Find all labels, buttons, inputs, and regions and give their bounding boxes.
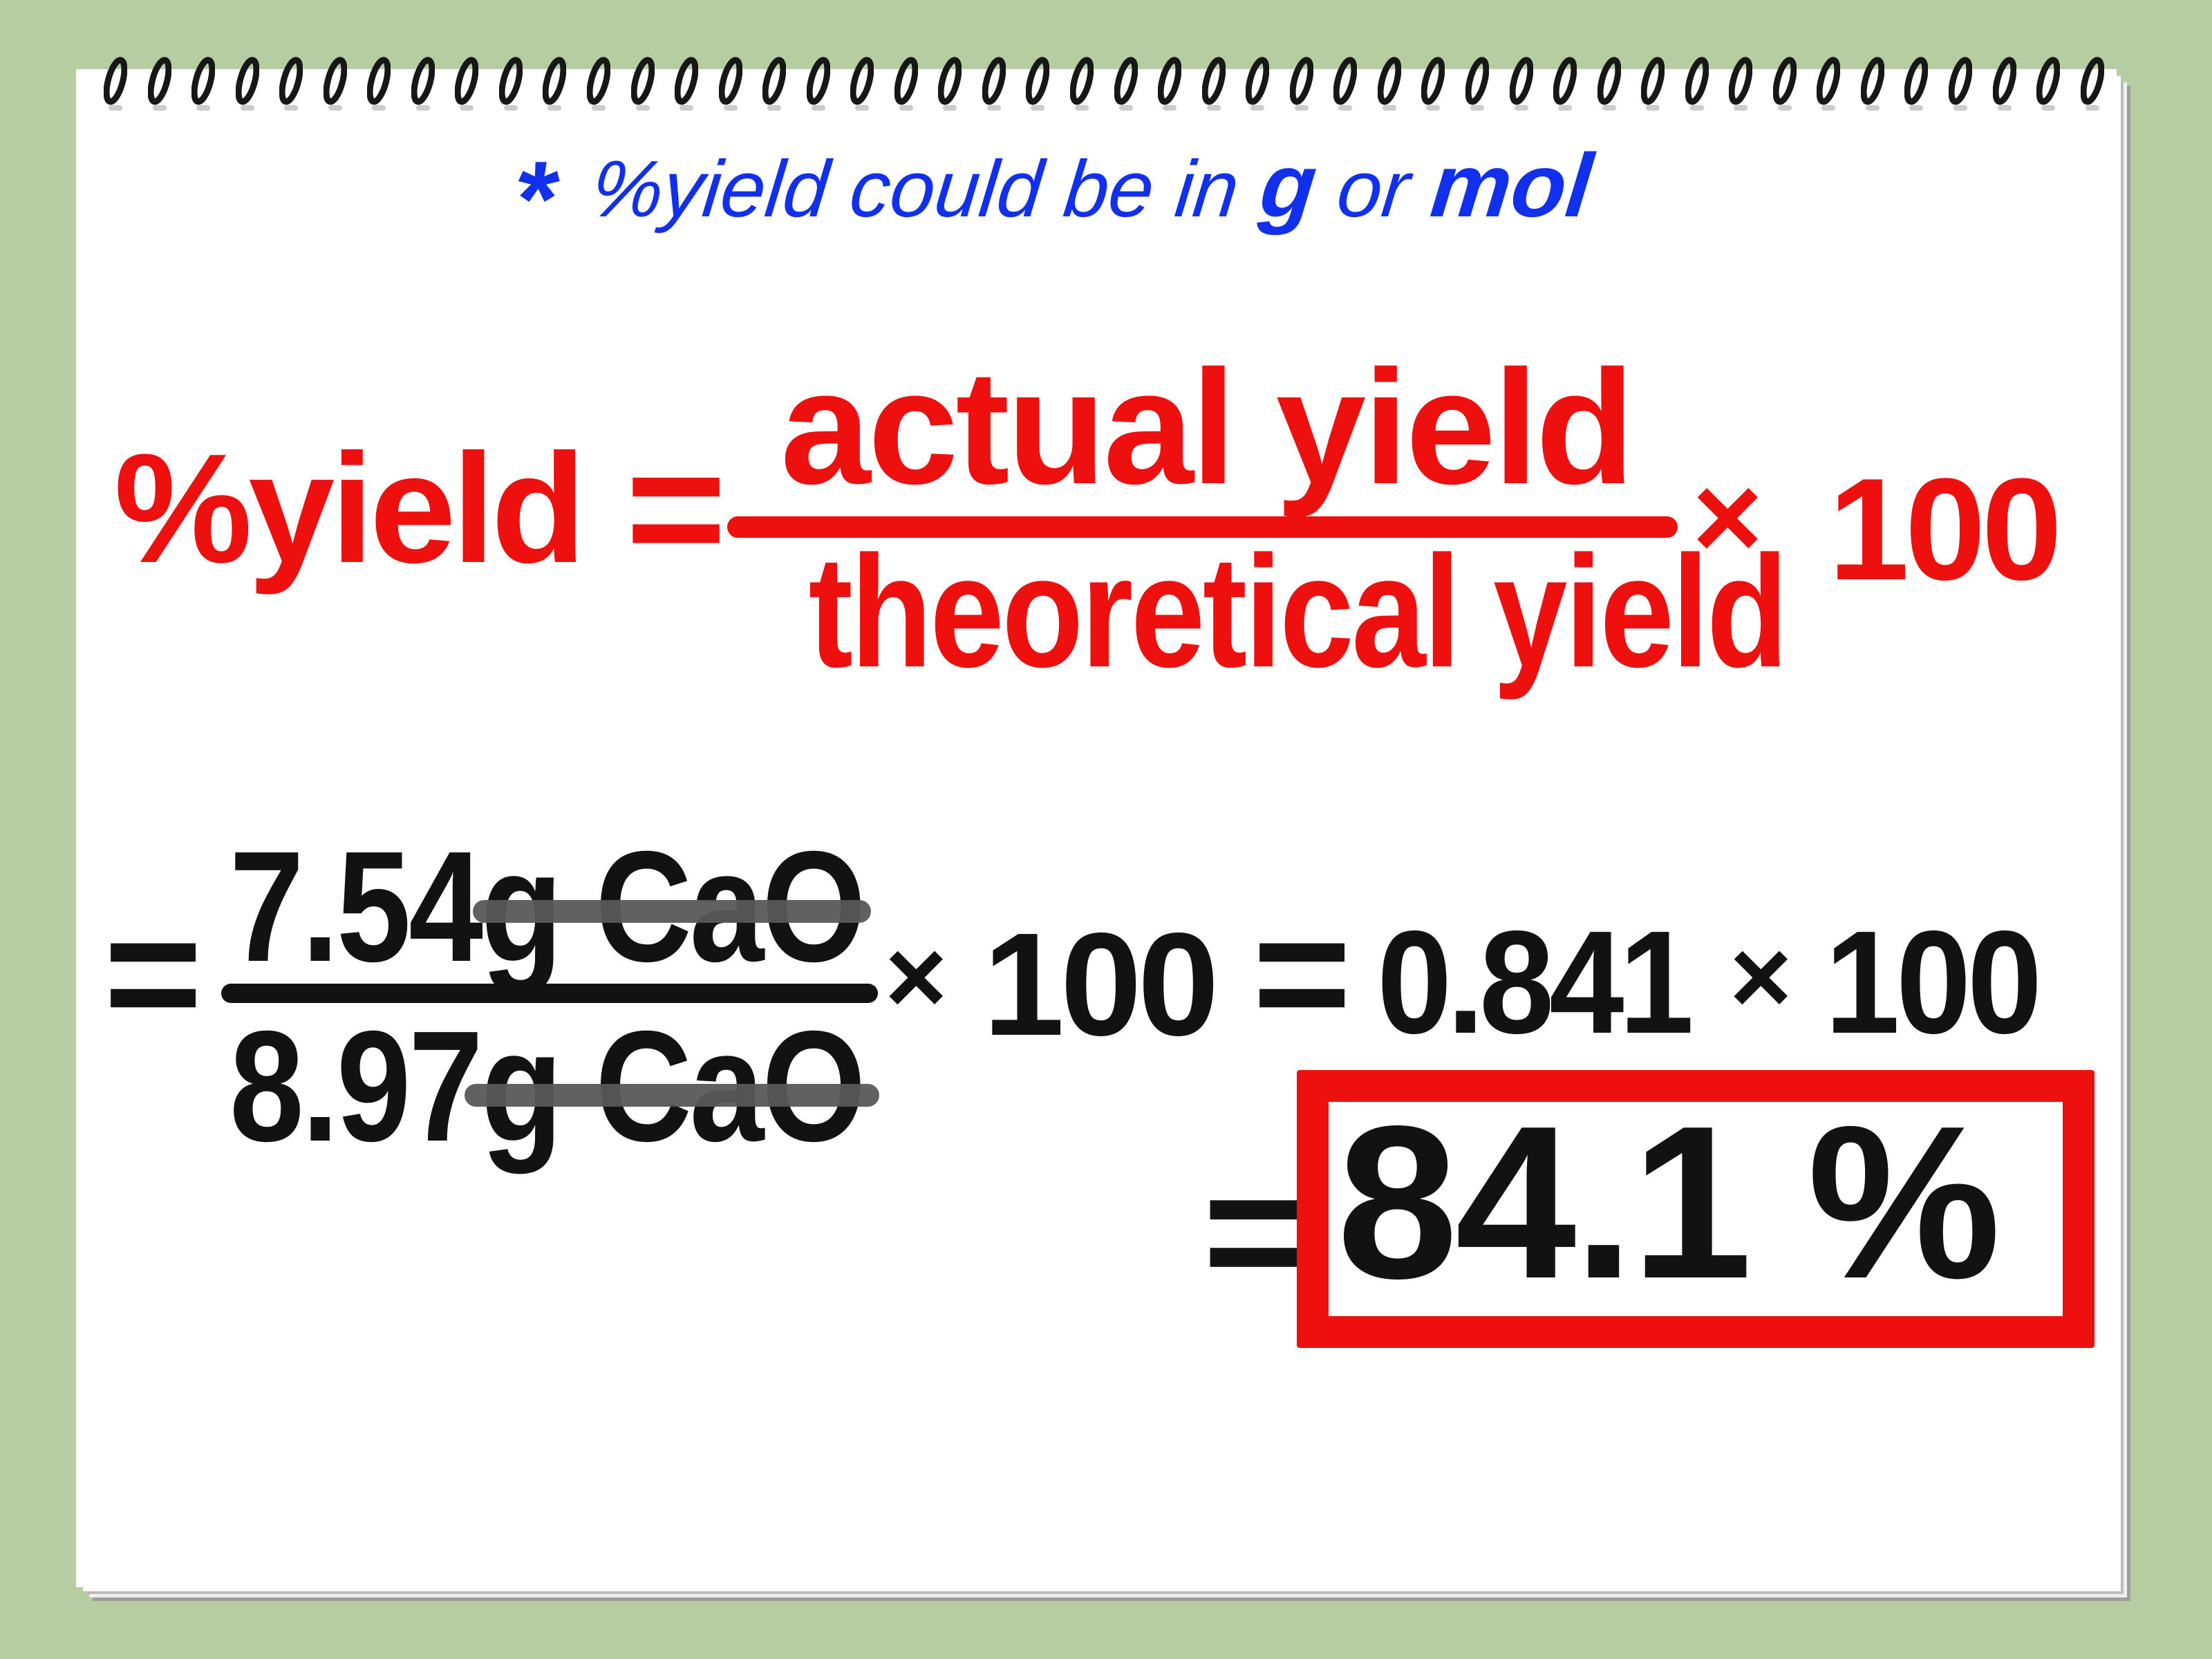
spiral-ring-icon [104, 57, 127, 111]
spiral-ring-icon [894, 57, 918, 111]
formula-fraction-bar [727, 516, 1678, 538]
spiral-ring-icon [806, 57, 830, 111]
spiral-ring-icon [1553, 57, 1577, 111]
spiral-ring-icon [1817, 57, 1841, 111]
spiral-ring-icon [1026, 57, 1050, 111]
formula-numerator: actual yield [780, 336, 1635, 518]
spiral-ring-icon [630, 57, 655, 111]
formula-denominator: theoretical yield [808, 523, 1788, 700]
spiral-ring-icon [587, 57, 611, 111]
spiral-ring-icon [498, 57, 523, 111]
spiral-ring-icon [1201, 57, 1226, 111]
step1-factor-100: 100 [983, 902, 1219, 1066]
spiral-ring-icon [455, 57, 479, 111]
step1-numerator-value: 7.54 [229, 819, 483, 995]
spiral-ring-icon [1860, 57, 1884, 111]
spiral-ring-icon [235, 57, 259, 111]
spiral-ring-icon [191, 57, 216, 111]
note-text: %yield could be in [587, 144, 1266, 234]
spiral-ring-icon [1992, 57, 2016, 111]
cancel-stroke-denominator [465, 1084, 879, 1107]
note-conjunction: or [1311, 144, 1436, 234]
result-value: 84.1 % [1337, 1080, 2001, 1324]
step1-denominator-value: 8.97 [229, 999, 483, 1174]
spiral-ring-icon [718, 57, 742, 111]
spiral-ring-icon [323, 57, 347, 111]
spiral-ring-icon [411, 57, 435, 111]
step2-multiply-sign: × [1730, 917, 1792, 1036]
spiral-ring-icon [762, 57, 787, 111]
spiral-ring-icon [1465, 57, 1489, 111]
spiral-ring-icon [982, 57, 1006, 111]
spiral-ring-icon [938, 57, 962, 111]
spiral-ring-icon [1114, 57, 1138, 111]
spiral-ring-icon [1289, 57, 1313, 111]
formula-lhs: %yield [114, 421, 586, 595]
spiral-ring-icon [1377, 57, 1401, 111]
spiral-ring-icon [1421, 57, 1445, 111]
step2-factor-100: 100 [1825, 900, 2042, 1064]
spiral-ring-icon [1948, 57, 1972, 111]
step1-equals: = [104, 878, 203, 1067]
spiral-ring-icon [1685, 57, 1709, 111]
spiral-ring-icon [1904, 57, 1929, 111]
spiral-ring-icon [367, 57, 391, 111]
spiral-ring-icon [1641, 57, 1665, 111]
spiral-ring-icon [1246, 57, 1270, 111]
note-unit-moles: mol [1426, 135, 1597, 236]
spiral-ring-icon [1597, 57, 1621, 111]
spiral-ring-icon [543, 57, 567, 111]
step2-decimal-value: 0.841 [1377, 900, 1694, 1064]
step2-equals: = [1253, 878, 1352, 1067]
spiral-ring-icon [2080, 57, 2104, 111]
spiral-ring-icon [1509, 57, 1533, 111]
spiral-ring-icon [850, 57, 874, 111]
spiral-ring-icon [279, 57, 303, 111]
margin-note: * %yield could be in g or mol [510, 135, 1597, 259]
formula-factor-100: 100 [1828, 448, 2062, 610]
step1-fraction-bar [221, 984, 878, 1003]
spiral-ring-icon [1158, 57, 1182, 111]
spiral-ring-icon [1070, 57, 1094, 111]
note-unit-grams: g [1255, 135, 1322, 236]
spiral-ring-icon [1333, 57, 1358, 111]
spiral-ring-icon [2036, 57, 2061, 111]
cancel-stroke-numerator [473, 900, 871, 923]
spiral-ring-icon [675, 57, 699, 111]
spiral-ring-icon [1729, 57, 1753, 111]
result-highlight-box [1297, 1070, 2094, 1348]
step1-multiply-sign: × [885, 917, 948, 1036]
formula-equals: = [626, 411, 727, 604]
formula-multiply-sign: × [1692, 450, 1763, 585]
result-equals: = [1203, 1133, 1306, 1330]
spiral-binding [104, 54, 2104, 113]
spiral-ring-icon [147, 57, 171, 111]
spiral-ring-icon [1772, 57, 1797, 111]
